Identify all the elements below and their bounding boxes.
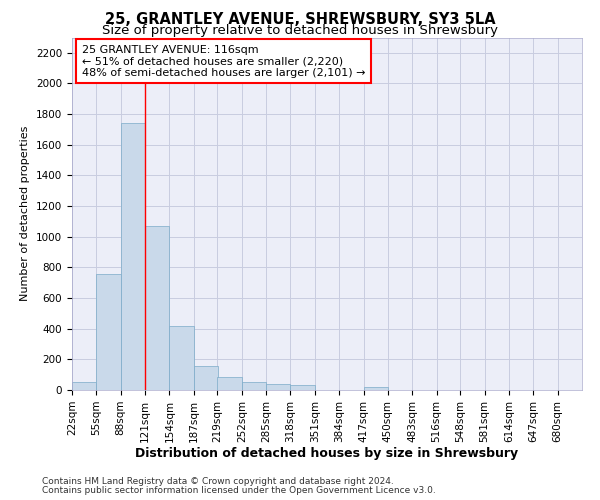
- Bar: [97, 274, 121, 390]
- Bar: [364, 387, 388, 390]
- Text: 25, GRANTLEY AVENUE, SHREWSBURY, SY3 5LA: 25, GRANTLEY AVENUE, SHREWSBURY, SY3 5LA: [104, 12, 496, 28]
- Bar: [194, 366, 218, 390]
- Bar: [72, 382, 97, 390]
- Bar: [217, 377, 242, 390]
- Bar: [242, 382, 266, 390]
- Bar: [145, 226, 169, 390]
- Y-axis label: Number of detached properties: Number of detached properties: [20, 126, 31, 302]
- Bar: [290, 386, 315, 390]
- Bar: [169, 326, 194, 390]
- X-axis label: Distribution of detached houses by size in Shrewsbury: Distribution of detached houses by size …: [136, 448, 518, 460]
- Text: Contains HM Land Registry data © Crown copyright and database right 2024.: Contains HM Land Registry data © Crown c…: [42, 477, 394, 486]
- Bar: [266, 384, 290, 390]
- Text: Size of property relative to detached houses in Shrewsbury: Size of property relative to detached ho…: [102, 24, 498, 37]
- Text: 25 GRANTLEY AVENUE: 116sqm
← 51% of detached houses are smaller (2,220)
48% of s: 25 GRANTLEY AVENUE: 116sqm ← 51% of deta…: [82, 44, 365, 78]
- Bar: [121, 124, 145, 390]
- Text: Contains public sector information licensed under the Open Government Licence v3: Contains public sector information licen…: [42, 486, 436, 495]
